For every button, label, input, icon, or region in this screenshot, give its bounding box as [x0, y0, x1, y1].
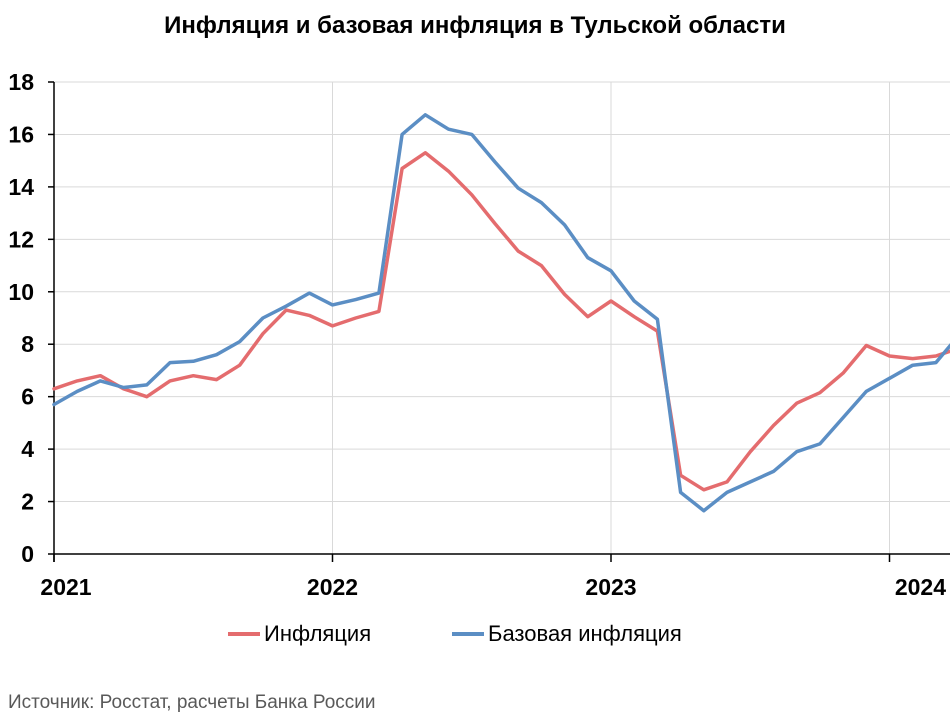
y-tick-label: 4	[21, 436, 34, 462]
x-tick-label: 2024	[895, 574, 946, 600]
x-tick-label: 2022	[307, 574, 358, 600]
series-lines	[52, 113, 950, 513]
y-tick-label: 6	[21, 384, 34, 410]
axes	[48, 81, 950, 562]
y-tick-label: 12	[8, 226, 34, 252]
y-tick-label: 8	[21, 331, 34, 357]
source-note: Источник: Росстат, расчеты Банка России	[8, 692, 376, 713]
x-tick-label: 2021	[40, 574, 91, 600]
legend-item-inflation: Инфляция	[228, 621, 371, 647]
legend-item-core-inflation: Базовая инфляция	[452, 621, 682, 647]
y-tick-label: 10	[8, 279, 34, 305]
chart-title: Инфляция и базовая инфляция в Тульской о…	[164, 12, 786, 39]
y-tick-label: 0	[21, 541, 34, 567]
legend-label-inflation: Инфляция	[264, 621, 372, 646]
legend-swatch-core-inflation	[452, 632, 484, 636]
y-tick-label: 16	[8, 121, 34, 147]
core-inflation-line	[52, 113, 950, 513]
y-tick-label: 2	[21, 489, 34, 515]
x-tick-label: 2023	[585, 574, 636, 600]
gridlines	[54, 81, 950, 554]
legend-label-core-inflation: Базовая инфляция	[488, 621, 682, 646]
y-tick-label: 18	[8, 69, 34, 95]
legend-swatch-inflation	[228, 632, 260, 636]
y-tick-labels: 0 2 4 6 8 10 12 14 16 18	[8, 69, 34, 567]
y-tick-label: 14	[8, 174, 34, 200]
legend: Инфляция Базовая инфляция	[0, 621, 950, 651]
x-tick-labels: 2021 2022 2023 2024	[40, 574, 946, 600]
inflation-line	[52, 151, 950, 492]
